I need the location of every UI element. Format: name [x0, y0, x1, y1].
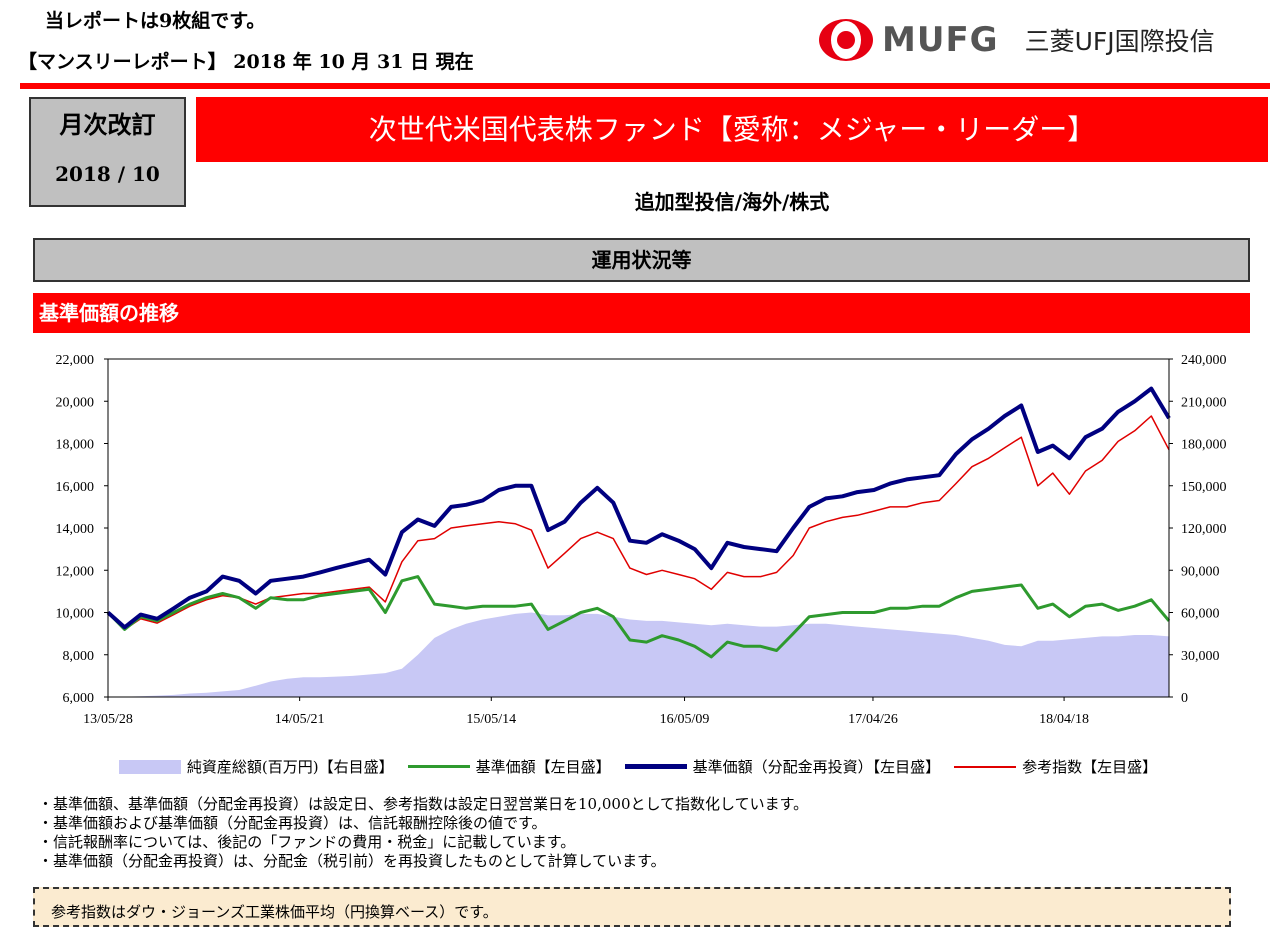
legend-swatch	[954, 765, 1017, 768]
y-tick-label-left: 14,000	[56, 522, 95, 537]
note: ・基準価額、基準価額（分配金再投資）は設定日、参考指数は設定日翌営業日を10,0…	[38, 795, 809, 813]
legend-label: 参考指数【左目盛】	[1022, 758, 1158, 776]
y-tick-label-right: 150,000	[1181, 480, 1227, 495]
logo-text: MUFG	[882, 20, 999, 60]
reference-index-note: 参考指数はダウ・ジョーンズ工業株価平均（円換算ベース）です。	[33, 887, 1231, 927]
y-tick-label-right: 210,000	[1181, 395, 1227, 410]
revision-label: 月次改訂	[59, 110, 156, 139]
company-name: 三菱UFJ国際投信	[1024, 27, 1215, 56]
revision-period: 2018 / 10	[55, 162, 160, 186]
header-divider	[20, 83, 1270, 89]
legend-label: 基準価額【左目盛】	[475, 758, 611, 776]
net-assets-area	[108, 612, 1169, 697]
x-tick-label: 17/04/26	[848, 712, 898, 727]
x-tick-label: 16/05/09	[660, 712, 710, 727]
y-tick-label-right: 60,000	[1181, 607, 1220, 622]
legend-swatch	[407, 765, 470, 768]
note: ・信託報酬率については、後記の「ファンドの費用・税金」に記載しています。	[38, 833, 576, 851]
reference-index-line	[107, 415, 1170, 631]
y-tick-label-left: 16,000	[56, 480, 95, 495]
mufg-mark-icon	[819, 19, 873, 61]
x-tick-label: 13/05/28	[83, 712, 133, 727]
y-tick-label-left: 10,000	[56, 607, 95, 622]
y-tick-label-left: 20,000	[56, 395, 95, 410]
legend-label: 基準価額（分配金再投資）【左目盛】	[692, 758, 941, 776]
y-tick-label-right: 240,000	[1181, 353, 1227, 368]
y-tick-label-left: 22,000	[56, 353, 95, 368]
section-subtitle: 基準価額の推移	[33, 293, 1250, 333]
fund-title: 次世代米国代表株ファンド【愛称：メジャー・リーダー】	[196, 97, 1268, 162]
y-tick-label-right: 0	[1181, 691, 1188, 706]
y-tick-label-right: 120,000	[1181, 522, 1227, 537]
legend-nav-reinvested: 基準価額（分配金再投資）【左目盛】	[624, 756, 941, 777]
x-tick-label: 18/04/18	[1039, 712, 1089, 727]
revision-box: 月次改訂 2018 / 10	[29, 97, 186, 207]
nav-chart: 6,000 8,000 10,000 12,000 14,000 16,000 18,000…	[56, 353, 1227, 727]
report-date: 【マンスリーレポート】 2018 年 10 月 31 日 現在	[18, 51, 474, 73]
nav-line	[106, 575, 1171, 659]
nav-reinvested-line	[106, 386, 1171, 630]
y-tick-label-right: 180,000	[1181, 438, 1227, 453]
chart-legend: 純資産総額(百万円)【右目盛】 基準価額【左目盛】 基準価額（分配金再投資）【左…	[108, 756, 1168, 777]
legend-reference: 参考指数【左目盛】	[954, 756, 1157, 777]
x-tick-label: 14/05/21	[275, 712, 325, 727]
y-tick-label-left: 8,000	[63, 649, 95, 664]
company-logo: MUFG 三菱UFJ国際投信	[818, 18, 1215, 62]
section-title: 運用状況等	[33, 238, 1250, 282]
chart-notes: ・基準価額、基準価額（分配金再投資）は設定日、参考指数は設定日翌営業日を10,0…	[38, 795, 808, 871]
legend-net-assets: 純資産総額(百万円)【右目盛】	[118, 756, 394, 777]
legend-swatch	[624, 764, 687, 769]
y-tick-label-right: 90,000	[1181, 564, 1220, 579]
note: ・基準価額および基準価額（分配金再投資）は、信託報酬控除後の値です。	[38, 814, 547, 832]
x-tick-label: 15/05/14	[466, 712, 516, 727]
y-tick-label-left: 18,000	[56, 438, 95, 453]
legend-label: 純資産総額(百万円)【右目盛】	[186, 758, 394, 776]
fund-category: 追加型投信/海外/株式	[634, 190, 830, 214]
y-tick-label-right: 30,000	[1181, 649, 1220, 664]
y-tick-label-left: 12,000	[56, 564, 95, 579]
pages-note: 当レポートは9枚組です。	[45, 10, 266, 32]
note: ・基準価額（分配金再投資）は、分配金（税引前）を再投資したものとして計算していま…	[38, 852, 666, 870]
y-tick-label-left: 6,000	[63, 691, 95, 706]
legend-swatch	[118, 759, 181, 774]
legend-nav: 基準価額【左目盛】	[407, 756, 611, 777]
